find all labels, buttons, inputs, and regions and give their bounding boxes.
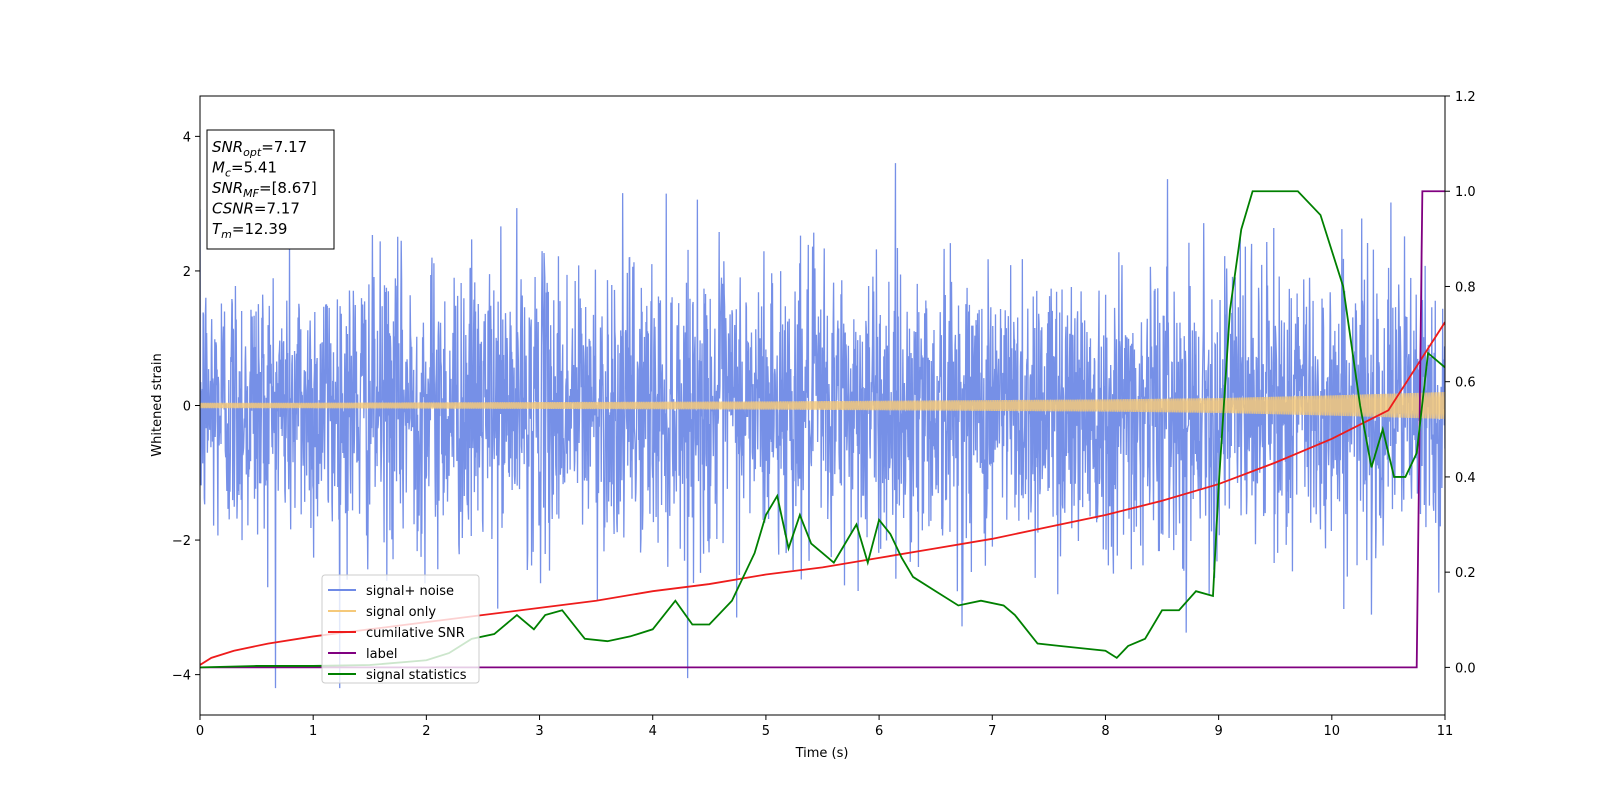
y2-tick-label: 1.0 bbox=[1455, 185, 1476, 200]
y2-tick-label: 0.2 bbox=[1455, 566, 1476, 581]
stats-annotation-box: SNRopt=7.17Mc=5.41SNRMF=[8.67]CSNR=7.17T… bbox=[206, 129, 335, 250]
y-tick-label: 0 bbox=[183, 400, 191, 415]
ticks-layer: 0 1 2 3 4 5 6 7 8 9 10 11 4 2 0 −2 −4 1.2 1.0 0.8 0.6 0.4 0.2 0… bbox=[172, 90, 1476, 739]
stats-annotation-symbol: CSNR bbox=[212, 200, 254, 218]
y2-tick-label: 0.6 bbox=[1455, 376, 1476, 391]
y2-tick-label: 1.2 bbox=[1455, 90, 1476, 105]
series-signal-noise-line bbox=[200, 163, 1445, 689]
stats-annotation-subscript: MF bbox=[243, 187, 259, 200]
stats-annotation-line: Mc=5.41 bbox=[212, 159, 277, 180]
legend-label: signal+ noise bbox=[366, 584, 454, 599]
y-tick-label: 2 bbox=[183, 265, 191, 280]
stats-annotation-symbol: T bbox=[212, 220, 223, 238]
series-layer bbox=[200, 163, 1445, 689]
y2-tick-label: 0.8 bbox=[1455, 280, 1476, 295]
stats-annotation-subscript: opt bbox=[243, 146, 262, 159]
legend-frame bbox=[321, 574, 480, 684]
legend-label: cumilative SNR bbox=[366, 626, 465, 641]
x-tick-label: 5 bbox=[762, 724, 770, 739]
y2-tick-label: 0.0 bbox=[1455, 661, 1476, 676]
stats-annotation-value: =7.17 bbox=[254, 200, 300, 218]
stats-annotation-value: =5.41 bbox=[231, 159, 277, 177]
series-signal-statistics-line bbox=[200, 190, 1445, 669]
stats-annotation-subscript: c bbox=[225, 167, 231, 180]
x-tick-label: 11 bbox=[1437, 724, 1454, 739]
x-tick-label: 9 bbox=[1214, 724, 1222, 739]
stats-annotation-value: =7.17 bbox=[261, 138, 307, 156]
y-tick-label: −2 bbox=[172, 534, 191, 549]
stats-annotation-symbol: SNR bbox=[212, 138, 243, 156]
stats-annotation-line: SNRopt=7.17 bbox=[212, 138, 307, 159]
x-tick-label: 2 bbox=[422, 724, 430, 739]
x-tick-label: 8 bbox=[1101, 724, 1109, 739]
y-tick-label: 4 bbox=[183, 130, 191, 145]
y-axis-label: Whitened strain bbox=[150, 353, 165, 456]
x-tick-label: 1 bbox=[309, 724, 317, 739]
stats-annotation-symbol: SNR bbox=[212, 179, 243, 197]
y2-tick-label: 0.4 bbox=[1455, 471, 1476, 486]
legend: signal+ noise signal only cumilative SNR la… bbox=[321, 574, 480, 684]
x-tick-label: 7 bbox=[988, 724, 996, 739]
legend-label: signal statistics bbox=[366, 668, 467, 683]
series-signal-only-line bbox=[200, 392, 1445, 419]
stats-annotation-value: =12.39 bbox=[232, 220, 288, 238]
x-axis-label: Time (s) bbox=[795, 746, 849, 761]
legend-label: label bbox=[366, 647, 397, 662]
stats-annotation-subscript: m bbox=[221, 228, 232, 241]
x-tick-label: 3 bbox=[535, 724, 543, 739]
x-tick-label: 10 bbox=[1324, 724, 1341, 739]
stats-annotation-symbol: M bbox=[212, 159, 225, 177]
x-tick-label: 6 bbox=[875, 724, 883, 739]
legend-label: signal only bbox=[366, 605, 436, 620]
stats-annotation-line: CSNR=7.17 bbox=[212, 200, 300, 218]
stats-annotation-frame bbox=[206, 129, 335, 250]
stats-annotation-value: =[8.67] bbox=[259, 179, 317, 197]
x-tick-label: 0 bbox=[196, 724, 204, 739]
stats-annotation-line: Tm=12.39 bbox=[212, 220, 287, 241]
y-tick-label: −4 bbox=[172, 669, 191, 684]
stats-annotation-line: SNRMF=[8.67] bbox=[212, 179, 317, 200]
x-tick-label: 4 bbox=[649, 724, 657, 739]
